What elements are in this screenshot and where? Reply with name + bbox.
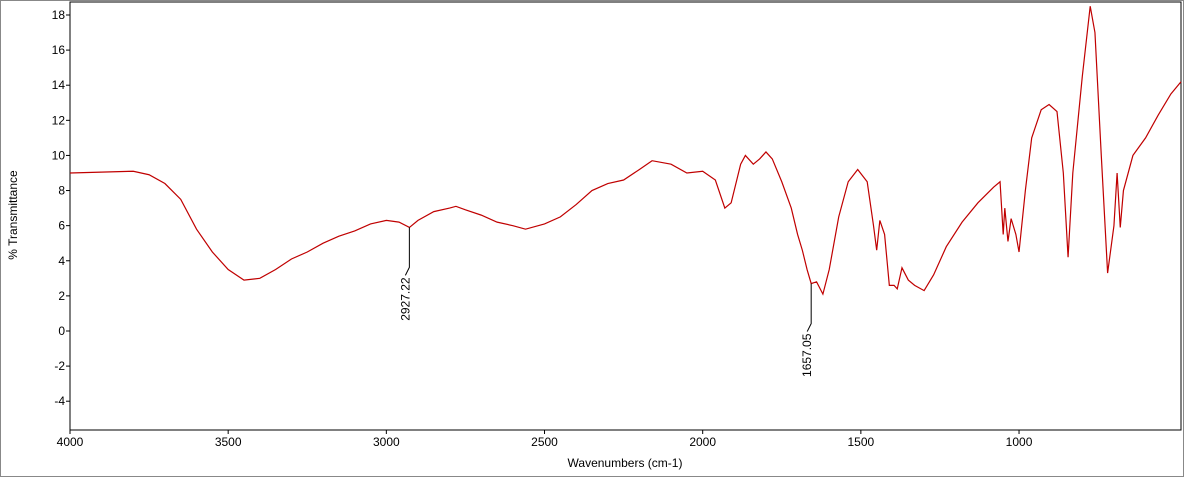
- y-tick-label: 14: [52, 78, 66, 92]
- y-tick-label: 2: [58, 289, 65, 303]
- x-axis-label: Wavenumbers (cm-1): [568, 456, 683, 470]
- y-tick-label: 16: [52, 43, 66, 57]
- annotation-leader: [404, 227, 410, 276]
- y-tick-label: 8: [58, 184, 65, 198]
- x-tick-label: 1000: [1006, 435, 1033, 449]
- plot-area: [69, 1, 1182, 431]
- annotation-label: 1657.05: [800, 333, 814, 377]
- y-tick-label: 0: [58, 324, 65, 338]
- y-axis-label: % Transmittance: [6, 170, 20, 260]
- annotation-leader: [806, 283, 812, 332]
- y-tick-label: 18: [52, 8, 66, 22]
- y-tick-label: -2: [54, 359, 65, 373]
- y-tick-label: 10: [52, 148, 66, 162]
- y-tick-label: -4: [54, 394, 65, 408]
- spectrum-line: [69, 6, 1182, 296]
- x-tick-label: 3500: [215, 435, 242, 449]
- y-tick-label: 12: [52, 113, 66, 127]
- x-tick-label: 4000: [57, 435, 84, 449]
- x-tick-label: 2500: [531, 435, 558, 449]
- annotation-label: 2927.22: [398, 277, 412, 321]
- y-tick-label: 4: [58, 254, 65, 268]
- x-tick-label: 2000: [689, 435, 716, 449]
- x-tick-label: 1500: [848, 435, 875, 449]
- y-tick-label: 6: [58, 219, 65, 233]
- x-tick-label: 3000: [373, 435, 400, 449]
